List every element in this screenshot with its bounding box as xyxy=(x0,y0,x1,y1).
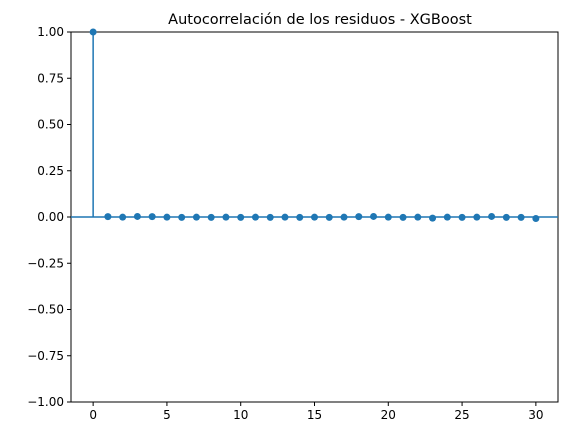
acf-point xyxy=(133,212,141,220)
acf-point xyxy=(473,213,481,221)
acf-point xyxy=(104,213,112,221)
acf-point xyxy=(458,213,466,221)
y-tick-label: 0.25 xyxy=(37,164,64,178)
y-tick-label: −1.00 xyxy=(27,395,64,409)
y-tick-label: −0.25 xyxy=(27,256,64,270)
y-tick-label: −0.50 xyxy=(27,303,64,317)
acf-point xyxy=(429,214,437,222)
acf-point xyxy=(517,213,525,221)
y-tick-label: 0.00 xyxy=(37,210,64,224)
acf-point xyxy=(355,213,363,221)
acf-point xyxy=(119,213,127,221)
acf-point xyxy=(89,28,97,36)
acf-point xyxy=(488,212,496,220)
acf-point xyxy=(148,213,156,221)
acf-point xyxy=(222,213,230,221)
x-tick-label: 20 xyxy=(381,408,396,422)
x-tick-label: 0 xyxy=(89,408,97,422)
x-tick-label: 25 xyxy=(454,408,469,422)
acf-point xyxy=(266,213,274,221)
acf-point xyxy=(207,213,215,221)
acf-point xyxy=(281,213,289,221)
acf-point xyxy=(251,213,259,221)
acf-point xyxy=(443,213,451,221)
acf-point xyxy=(532,214,540,222)
acf-point xyxy=(340,213,348,221)
acf-point xyxy=(502,213,510,221)
chart-title: Autocorrelación de los residuos - XGBoos… xyxy=(168,12,472,28)
acf-point xyxy=(296,213,304,221)
acf-point xyxy=(163,213,171,221)
y-tick-label: 0.50 xyxy=(37,118,64,132)
acf-point xyxy=(192,213,200,221)
x-tick-label: 5 xyxy=(163,408,171,422)
y-tick-label: 1.00 xyxy=(37,25,64,39)
acf-point xyxy=(178,213,186,221)
acf-point xyxy=(414,213,422,221)
acf-point xyxy=(399,213,407,221)
acf-point xyxy=(311,213,318,221)
acf-point xyxy=(237,213,245,221)
x-tick-label: 10 xyxy=(233,408,248,422)
y-tick-label: −0.75 xyxy=(27,349,64,363)
acf-point xyxy=(325,213,333,221)
acf-point xyxy=(384,213,392,221)
x-tick-label: 30 xyxy=(528,408,543,422)
y-tick-label: 0.75 xyxy=(37,71,64,85)
acf-point xyxy=(370,212,378,220)
x-tick-label: 15 xyxy=(307,408,322,422)
